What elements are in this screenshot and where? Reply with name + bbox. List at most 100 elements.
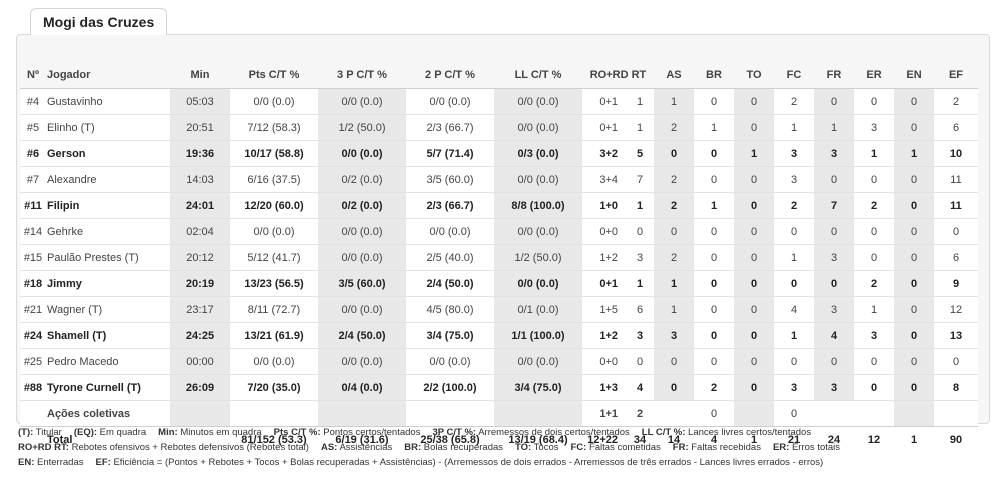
cell-en: 0 [894, 322, 934, 349]
player-name[interactable]: Alexandre [46, 166, 170, 193]
cell-en: 0 [894, 192, 934, 219]
legend-line: RO+RD RT: Rebotes ofensivos + Rebotes de… [18, 440, 993, 455]
cell-en: 0 [894, 244, 934, 271]
cell-rord: 1+2 [582, 244, 626, 271]
cell-br: 0 [694, 348, 734, 375]
total-to: 1 [750, 433, 758, 446]
cell-num: #24 [20, 322, 46, 349]
cell-rt: 4 [626, 374, 654, 401]
cell-num: #25 [20, 348, 46, 375]
cell-p3: 3/5 (60.0) [318, 270, 406, 297]
player-name[interactable]: Wagner (T) [46, 296, 170, 323]
player-name[interactable]: Tyrone Curnell (T) [46, 374, 170, 401]
cell-rt: 0 [626, 218, 654, 245]
cell-en: 0 [894, 296, 934, 323]
cell-as: 2 [654, 114, 694, 141]
cell-rord: 0+1 [582, 270, 626, 297]
cell-ll: 3/4 (75.0) [494, 374, 582, 401]
cell-as: 0 [654, 348, 694, 375]
cell-min: 24:25 [170, 322, 230, 349]
table-row: #88 Tyrone Curnell (T) 26:09 7/20 (35.0) 0/4… [20, 374, 978, 401]
legend-key: (EQ): [73, 427, 98, 438]
col-br: BR [694, 62, 734, 89]
cell-p2: 0/0 (0.0) [406, 88, 494, 115]
player-name[interactable]: Gehrke [46, 218, 170, 245]
cell-en: 0 [894, 218, 934, 245]
cell-br: 1 [694, 114, 734, 141]
cell-min: 26:09 [170, 374, 230, 401]
cell-rt: 3 [626, 244, 654, 271]
cell-fr: 3 [814, 374, 854, 401]
legend-desc: Lances livres certos/tentados [688, 427, 812, 438]
table-cell [934, 400, 978, 427]
cell-fc: 0 [774, 270, 814, 297]
cell-en: 0 [894, 348, 934, 375]
table-cell [814, 400, 854, 427]
player-name[interactable]: Gerson [46, 140, 170, 167]
cell-p2: 2/5 (40.0) [406, 244, 494, 271]
cell-fr: 0 [814, 88, 854, 115]
col-rebounds: RO+RD RT [582, 62, 654, 89]
cell-fr: 3 [814, 244, 854, 271]
cell-p3: 0/0 (0.0) [318, 296, 406, 323]
cell-br: 0 [694, 270, 734, 297]
cell-pts: 7/12 (58.3) [230, 114, 318, 141]
player-name[interactable]: Filipin [46, 192, 170, 219]
cell-p2: 0/0 (0.0) [406, 348, 494, 375]
cell-to: 0 [734, 88, 774, 115]
cell-ef: 9 [934, 270, 978, 297]
cell-er: 0 [854, 166, 894, 193]
total-label: Total [47, 433, 73, 446]
player-name[interactable]: Pedro Macedo [46, 348, 170, 375]
team-tab[interactable]: Mogi das Cruzes [30, 8, 168, 35]
cell-min: 20:51 [170, 114, 230, 141]
legend-item: EN: Enterradas [18, 457, 84, 468]
cell-ll: 0/3 (0.0) [494, 140, 582, 167]
cell-fr: 0 [814, 166, 854, 193]
cell-as: 0 [654, 140, 694, 167]
cell-br: 0 [694, 322, 734, 349]
cell-br: 0 [694, 296, 734, 323]
table-cell [894, 400, 934, 427]
legend-desc: Erros totais [791, 442, 841, 453]
cell-rord: 0+1 [582, 88, 626, 115]
cell-br: 2 [694, 374, 734, 401]
total-3p: 6/19 (31.6) [335, 433, 389, 446]
player-name[interactable]: Paulão Prestes (T) [46, 244, 170, 271]
col-en: EN [894, 62, 934, 89]
legend-desc: Faltas cometidas [588, 442, 661, 453]
table-row: #4 Gustavinho 05:03 0/0 (0.0) 0/0 (0.0) 0/0 (… [20, 88, 978, 115]
cell-br: 0 [694, 140, 734, 167]
table-row: #6 Gerson 19:36 10/17 (58.8) 0/0 (0.0) 5/7 (7… [20, 140, 978, 167]
legend-desc: Minutos em quadra [180, 427, 262, 438]
legend-key: EN: [18, 457, 35, 468]
cell-p2: 2/3 (66.7) [406, 114, 494, 141]
cell-en: 0 [894, 166, 934, 193]
team-actions-rord: 1+1 [582, 400, 626, 427]
cell-num: #4 [20, 88, 46, 115]
cell-er: 0 [854, 374, 894, 401]
cell-num: #88 [20, 374, 46, 401]
total-fr: 24 [827, 433, 841, 446]
cell-min: 20:12 [170, 244, 230, 271]
total-rord: 12+22 [587, 433, 618, 446]
cell-ll: 0/0 (0.0) [494, 218, 582, 245]
cell-er: 3 [854, 114, 894, 141]
table-cell [854, 400, 894, 427]
cell-num: #6 [20, 140, 46, 167]
legend-line: EN: Enterradas EF: Eficiência = (Pontos +… [18, 455, 993, 470]
cell-pts: 13/21 (61.9) [230, 322, 318, 349]
player-name[interactable]: Elinho (T) [46, 114, 170, 141]
cell-as: 1 [654, 270, 694, 297]
player-name[interactable]: Shamell (T) [46, 322, 170, 349]
cell-num: #15 [20, 244, 46, 271]
boxscore-table: Nº Jogador Min Pts C/T % 3 P C/T % 2 P C… [20, 62, 978, 452]
legend-key: Min: [158, 427, 178, 438]
legend-item: Pts C/T %: Pontos certos/tentados [274, 427, 421, 438]
legend-desc: Em quadra [99, 427, 147, 438]
cell-p3: 0/4 (0.0) [318, 374, 406, 401]
player-name[interactable]: Gustavinho [46, 88, 170, 115]
player-name[interactable]: Jimmy [46, 270, 170, 297]
cell-p3: 2/4 (50.0) [318, 322, 406, 349]
legend-item: FR: Faltas recebidas [673, 442, 761, 453]
